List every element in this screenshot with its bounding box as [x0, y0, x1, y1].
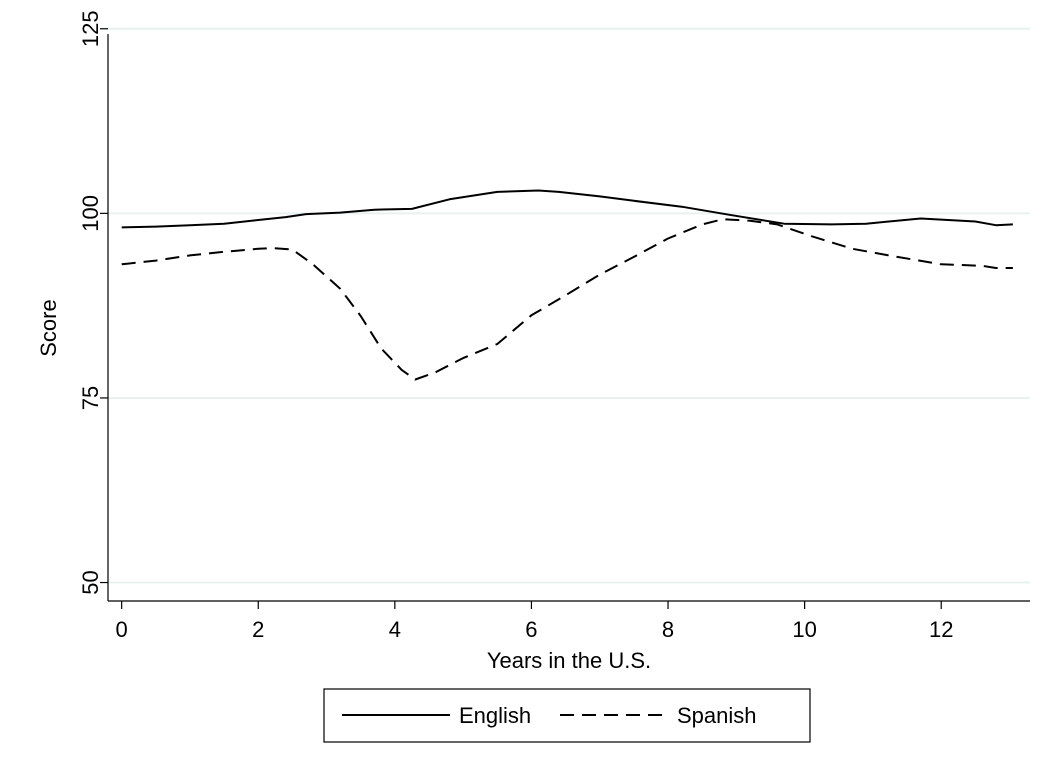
- x-tick-label-6: 6: [525, 617, 537, 642]
- grid-lines: [108, 27, 1030, 584]
- x-tick-label-2: 2: [252, 617, 264, 642]
- series-lines: [121, 189, 1013, 381]
- x-tick-label-10: 10: [792, 617, 816, 642]
- legend-label-spanish: Spanish: [677, 703, 757, 728]
- y-tick-label-125: 125: [78, 10, 103, 47]
- series-line-english: [121, 189, 1013, 229]
- y-tick-label-75: 75: [78, 386, 103, 410]
- y-tick-label-100: 100: [78, 195, 103, 232]
- axes: [100, 28, 1030, 609]
- tick-labels: 50 75 100 125 0 2 4 6 8 10 12: [78, 10, 953, 642]
- x-tick-label-12: 12: [929, 617, 953, 642]
- x-tick-label-8: 8: [662, 617, 674, 642]
- legend-label-english: English: [459, 703, 531, 728]
- x-tick-label-0: 0: [116, 617, 128, 642]
- legend: English Spanish: [323, 688, 811, 743]
- x-tick-label-4: 4: [389, 617, 401, 642]
- y-axis-title: Score: [36, 299, 61, 356]
- x-axis-title: Years in the U.S.: [487, 648, 651, 673]
- series-line-spanish: [121, 218, 1013, 381]
- plot-region: [108, 14, 1030, 601]
- y-tick-label-50: 50: [78, 570, 103, 594]
